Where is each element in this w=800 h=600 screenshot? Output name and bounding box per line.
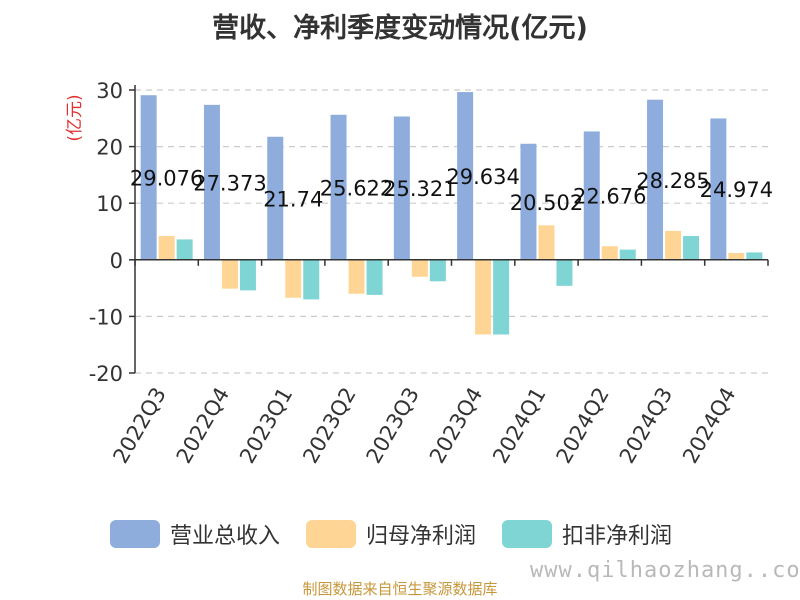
legend-label-revenue: 营业总收入 bbox=[170, 524, 281, 549]
x-tick-label: 2024Q4 bbox=[678, 383, 740, 467]
bar-net_profit bbox=[728, 253, 745, 260]
data-label-revenue: 24.974 bbox=[700, 178, 773, 202]
data-label-revenue: 22.676 bbox=[573, 185, 646, 209]
legend-swatch-revenue bbox=[110, 520, 160, 548]
x-tick-label: 2024Q3 bbox=[615, 383, 677, 467]
chart-title: 营收、净利季度变动情况(亿元) bbox=[212, 13, 588, 44]
bar-revenue bbox=[203, 104, 220, 260]
y-axis-unit-label: (亿元) bbox=[65, 94, 85, 141]
bar-revenue bbox=[330, 114, 347, 260]
legend-item-deducted-profit[interactable]: 扣非净利润 bbox=[502, 518, 672, 550]
bar-deducted_profit bbox=[683, 236, 700, 260]
bar-revenue bbox=[457, 92, 474, 260]
data-label-revenue: 28.285 bbox=[636, 169, 709, 193]
bar-net_profit bbox=[475, 259, 492, 335]
y-tick-label: 30 bbox=[96, 79, 123, 103]
x-tick-label: 2023Q4 bbox=[425, 383, 487, 467]
legend-swatch-deducted-profit bbox=[502, 520, 553, 548]
y-tick-label: 0 bbox=[110, 249, 123, 273]
data-label-revenue: 20.502 bbox=[510, 191, 583, 215]
legend-swatch-net-profit bbox=[306, 520, 357, 548]
data-label-revenue: 25.622 bbox=[320, 176, 393, 200]
bar-net_profit bbox=[285, 259, 302, 298]
bar-deducted_profit bbox=[619, 249, 636, 260]
legend-item-net-profit[interactable]: 归母净利润 bbox=[306, 518, 476, 550]
bar-deducted_profit bbox=[239, 259, 256, 291]
bar-deducted_profit bbox=[303, 259, 320, 300]
bar-net_profit bbox=[538, 225, 555, 260]
x-tick-label: 2023Q3 bbox=[362, 383, 424, 467]
data-label-revenue: 21.74 bbox=[263, 187, 323, 211]
bar-deducted_profit bbox=[366, 259, 383, 295]
bar-revenue bbox=[583, 131, 600, 260]
data-label-revenue: 29.634 bbox=[446, 165, 519, 189]
x-tick-label: 2024Q1 bbox=[488, 383, 550, 467]
data-label-revenue: 29.076 bbox=[130, 167, 203, 191]
y-tick-label: 20 bbox=[96, 136, 123, 160]
bar-revenue bbox=[140, 95, 157, 260]
bar-revenue bbox=[520, 143, 537, 260]
bar-revenue bbox=[267, 136, 284, 260]
x-tick-label: 2022Q4 bbox=[172, 383, 234, 467]
legend-label-deducted-profit: 扣非净利润 bbox=[562, 524, 673, 549]
y-tick-label: -10 bbox=[89, 305, 123, 329]
bar-net_profit bbox=[158, 236, 175, 260]
x-tick-label: 2024Q2 bbox=[551, 383, 613, 467]
y-tick-label: -20 bbox=[89, 362, 123, 386]
legend-label-net-profit: 归母净利润 bbox=[366, 524, 477, 549]
bar-net_profit bbox=[221, 259, 238, 289]
bar-revenue bbox=[393, 116, 410, 260]
bar-net_profit bbox=[411, 259, 428, 277]
data-label-revenue: 25.321 bbox=[383, 177, 456, 201]
x-tick-label: 2023Q2 bbox=[298, 383, 360, 467]
chart-legend: 营业总收入 归母净利润 扣非净利润 bbox=[110, 518, 672, 550]
bar-revenue bbox=[647, 99, 664, 260]
bar-deducted_profit bbox=[429, 259, 446, 282]
bar-net_profit bbox=[665, 230, 682, 260]
legend-item-revenue[interactable]: 营业总收入 bbox=[110, 518, 280, 550]
bar-net_profit bbox=[601, 246, 618, 260]
data-label-revenue: 27.373 bbox=[193, 171, 266, 195]
bar-deducted_profit bbox=[556, 259, 573, 286]
bar-deducted_profit bbox=[176, 239, 193, 260]
data-source-note: 制图数据来自恒生聚源数据库 bbox=[302, 580, 498, 598]
y-tick-label: 10 bbox=[96, 192, 123, 216]
x-tick-label: 2023Q1 bbox=[235, 383, 297, 467]
x-tick-label: 2022Q3 bbox=[108, 383, 170, 467]
watermark: www.qilhaozhang..com bbox=[530, 558, 800, 583]
bar-revenue bbox=[710, 118, 727, 260]
bar-deducted_profit bbox=[493, 259, 510, 335]
bar-deducted_profit bbox=[746, 252, 763, 260]
bar-net_profit bbox=[348, 259, 365, 294]
